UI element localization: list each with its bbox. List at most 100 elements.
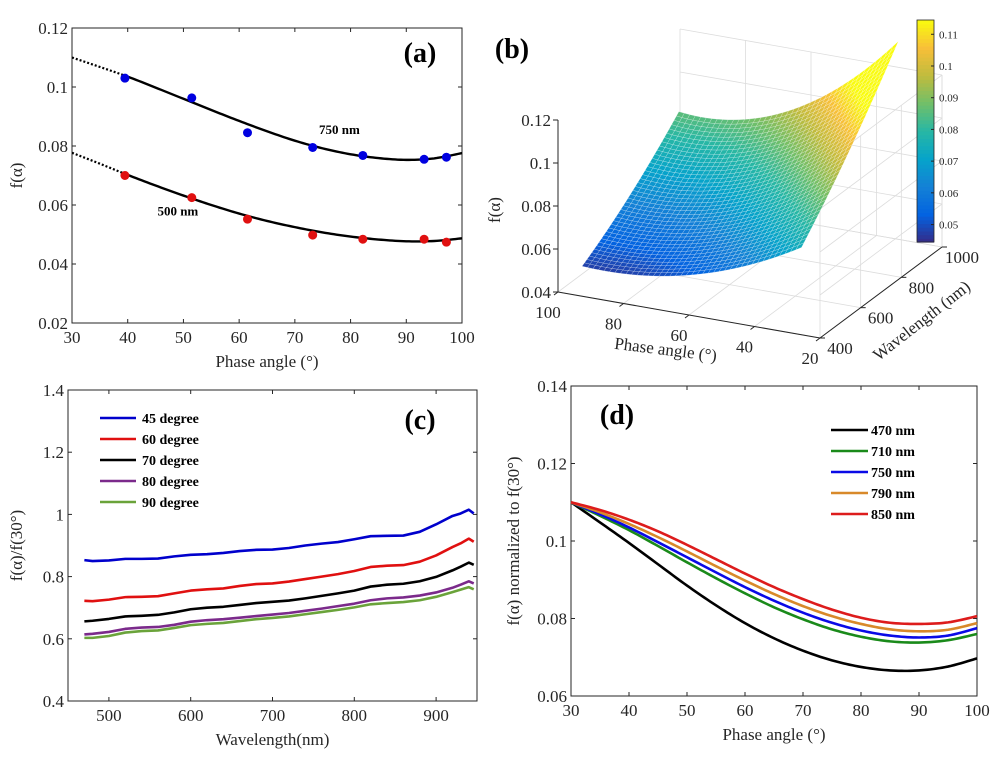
legend-label: 80 degree	[142, 475, 199, 490]
colorbar-segment	[917, 71, 934, 77]
panel-b: 0.04 0.06 0.08 0.1 0.12 100 80 60 40 20 400 600 800 1…	[485, 19, 979, 368]
z-tick-label: 0.08	[521, 197, 551, 216]
y-tick-label: 1.2	[43, 443, 64, 462]
colorbar-segment	[917, 164, 934, 169]
axes-frame	[570, 385, 978, 697]
colorbar-segment	[917, 42, 934, 47]
colorbar-tick-label: 0.08	[939, 124, 959, 136]
legend-label: 60 degree	[142, 433, 199, 448]
colorbar-segment	[917, 142, 934, 147]
z-axis-label: f(α)	[485, 197, 504, 223]
colorbar-segment	[917, 234, 934, 239]
surface-cell	[795, 242, 805, 251]
y-tick-label: 0.12	[38, 19, 68, 38]
colorbar-segment	[917, 227, 934, 232]
data-point	[120, 171, 130, 180]
colorbar-segment	[917, 31, 934, 36]
colorbar-segment	[917, 208, 934, 213]
colorbar: 0.05 0.06 0.07 0.08 0.09 0.1 0.11	[916, 19, 959, 243]
series-line	[84, 585, 475, 640]
series-line	[84, 579, 475, 636]
data-point	[358, 234, 368, 244]
x-tick-label: 60	[671, 326, 688, 345]
y-tick-label: 800	[909, 278, 935, 297]
series-line	[570, 501, 978, 644]
x-tick-label: 30	[563, 701, 580, 720]
colorbar-segment	[917, 45, 934, 51]
y-axis-label: f(α) normalized to f(30°)	[504, 456, 523, 625]
colorbar-segment	[917, 182, 934, 188]
colorbar-segment	[917, 193, 934, 199]
x-axis-label: Wavelength(nm)	[216, 730, 330, 749]
z-tick-label: 0.12	[521, 111, 551, 130]
legend-label: 790 nm	[871, 487, 915, 502]
y-tick-label: 0.4	[43, 692, 65, 711]
colorbar-segment	[917, 82, 934, 88]
colorbar-segment	[917, 212, 934, 217]
fit-line-extrapolated	[72, 56, 129, 78]
y-tick-label: 0.1	[47, 78, 68, 97]
series-annotation: 500 nm	[157, 203, 198, 218]
grid-line	[754, 235, 877, 327]
series-line	[570, 500, 978, 626]
colorbar-tick-label: 0.06	[939, 188, 959, 200]
z-tick-label: 0.06	[521, 240, 551, 259]
series-line	[570, 501, 978, 633]
x-tick-label: 60	[231, 328, 248, 347]
data-point	[441, 237, 451, 247]
colorbar-segment	[917, 186, 934, 191]
y-axis-label: f(α)/f(30°)	[7, 510, 26, 581]
colorbar-segment	[917, 60, 934, 65]
y-tick-label: 0.6	[43, 630, 64, 649]
y-tick-label: 0.08	[38, 137, 68, 156]
colorbar-segment	[917, 90, 934, 95]
series-annotation: 750 nm	[319, 122, 360, 137]
colorbar-segment	[917, 34, 934, 40]
colorbar-segment	[917, 86, 934, 91]
colorbar-segment	[917, 179, 934, 184]
colorbar-segment	[917, 119, 934, 125]
y-tick-label: 0.06	[38, 196, 68, 215]
data-point	[243, 128, 252, 138]
x-tick	[619, 303, 624, 307]
colorbar-segment	[917, 38, 934, 43]
colorbar-segment	[917, 123, 934, 128]
series-line	[84, 537, 475, 603]
colorbar-segment	[917, 171, 934, 176]
colorbar-segment	[917, 201, 934, 206]
z-tick-label: 0.04	[521, 283, 551, 302]
x-tick-label: 100	[535, 303, 561, 322]
series-line	[570, 501, 978, 673]
x-tick-label: 100	[964, 701, 990, 720]
colorbar-tick-label: 0.05	[939, 220, 959, 232]
data-point	[243, 214, 252, 224]
colorbar-segment	[917, 216, 934, 221]
colorbar-segment	[917, 149, 934, 154]
x-tick-label: 80	[853, 701, 870, 720]
x-tick	[684, 314, 690, 319]
y-tick-label: 0.14	[537, 377, 567, 396]
colorbar-tick-label: 0.11	[939, 29, 958, 41]
colorbar-segment	[917, 153, 934, 158]
colorbar-segment	[917, 145, 934, 151]
x-tick-label: 60	[737, 701, 754, 720]
legend-label: 850 nm	[871, 508, 915, 523]
x-tick-label: 40	[621, 701, 638, 720]
fit-line-extrapolated	[72, 151, 129, 176]
colorbar-segment	[917, 131, 934, 136]
x-tick-label: 30	[64, 328, 81, 347]
data-point	[187, 193, 197, 203]
x-axis-label: Phase angle (°)	[722, 725, 825, 744]
colorbar-segment	[917, 23, 934, 28]
y-tick-label: 400	[827, 339, 853, 358]
x-tick	[553, 291, 559, 296]
colorbar-segment	[917, 230, 934, 236]
y-tick-label: 1000	[945, 248, 979, 267]
x-tick-label: 500	[96, 706, 122, 725]
y-tick-label: 0.1	[546, 532, 567, 551]
series-line	[84, 561, 475, 623]
colorbar-segment	[917, 156, 934, 162]
x-tick-label: 80	[342, 328, 359, 347]
colorbar-segment	[917, 105, 934, 110]
colorbar-segment	[917, 97, 934, 102]
